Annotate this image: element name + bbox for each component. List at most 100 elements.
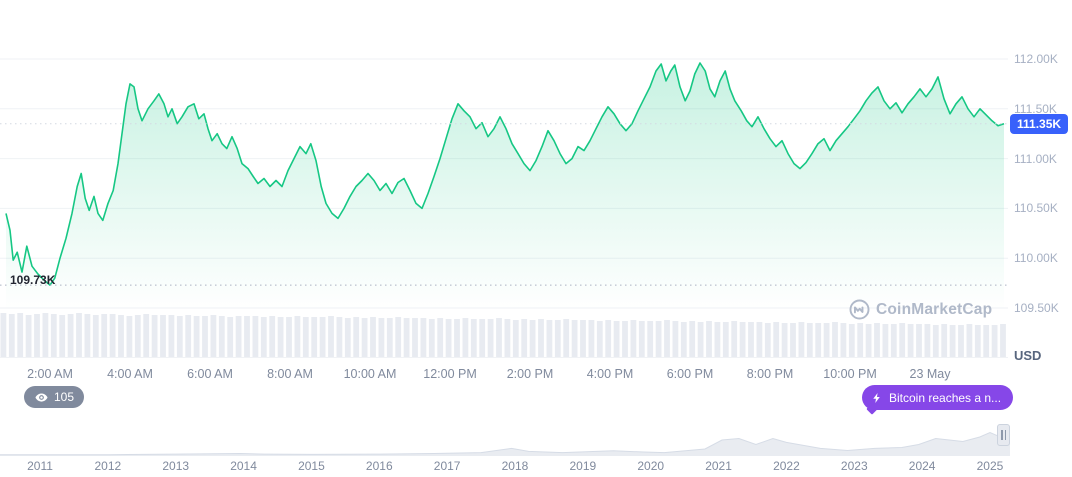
- volume-bar: [302, 317, 309, 357]
- volume-bar: [714, 322, 721, 357]
- volume-bar: [353, 317, 360, 357]
- x-axis-label: 8:00 AM: [267, 367, 313, 381]
- volume-bar: [260, 317, 267, 357]
- volume-bar: [706, 321, 712, 357]
- volume-bar: [328, 316, 334, 357]
- volume-bar: [176, 316, 183, 357]
- x-axis-label: 8:00 PM: [746, 367, 794, 381]
- volume-bar: [462, 318, 469, 357]
- year-label: 2022: [773, 459, 800, 473]
- brush-line: [0, 426, 1010, 456]
- volume-bar: [143, 314, 150, 357]
- year-label: 2012: [94, 459, 122, 473]
- volume-bar: [865, 324, 872, 357]
- volume-bar: [596, 321, 603, 357]
- volume-bar: [0, 313, 7, 357]
- volume-bar: [739, 322, 746, 357]
- watchers-badge[interactable]: 105: [24, 386, 85, 408]
- volume-bar: [487, 319, 494, 357]
- volume-bar: [731, 321, 738, 357]
- volume-bar: [25, 315, 32, 357]
- y-axis-label: 110.50K: [1014, 201, 1058, 216]
- volume-bar: [8, 314, 15, 357]
- year-label: 2023: [840, 459, 868, 473]
- volume-bar: [286, 317, 292, 357]
- year-label: 2014: [230, 459, 257, 473]
- volume-bar: [118, 315, 124, 357]
- volume-bar: [546, 320, 553, 357]
- volume-bar: [638, 321, 645, 357]
- year-label: 2024: [908, 459, 936, 473]
- volume-bar: [92, 315, 99, 357]
- volume-bar: [134, 315, 141, 357]
- brush-drag-handle[interactable]: [997, 424, 1010, 446]
- year-label: 2025: [976, 459, 1004, 473]
- volume-bar: [622, 321, 628, 357]
- volume-bar: [235, 316, 242, 357]
- volume-bar: [50, 314, 57, 357]
- volume-bar: [344, 318, 351, 357]
- x-axis-label: 10:00 PM: [823, 367, 877, 381]
- volume-bar: [496, 318, 502, 357]
- volume-bar: [378, 318, 385, 357]
- volume-bar: [806, 323, 813, 357]
- volume-bar: [815, 323, 822, 357]
- x-axis-label: 10:00 AM: [343, 367, 397, 381]
- volume-bar: [907, 324, 914, 357]
- volume-bar: [958, 325, 964, 357]
- volume-bar: [437, 318, 444, 357]
- volume-bar: [479, 319, 486, 357]
- volume-bar: [882, 324, 889, 357]
- volume-bar: [445, 319, 452, 357]
- volume-bar: [370, 317, 376, 357]
- brush-area: [0, 426, 1010, 456]
- year-label: 2013: [162, 459, 190, 473]
- volume-bar: [244, 316, 250, 357]
- volume-bar: [630, 320, 637, 357]
- volume-bar: [580, 320, 586, 357]
- volume-bar: [76, 313, 82, 357]
- volume-bar: [42, 313, 49, 357]
- volume-bar: [428, 319, 435, 357]
- volume-bar: [832, 322, 838, 357]
- volume-bar: [210, 315, 217, 357]
- volume-bar: [504, 319, 511, 357]
- year-label: 2017: [433, 459, 461, 473]
- volume-bar: [1000, 324, 1006, 357]
- volume-bar: [294, 316, 301, 357]
- news-annotation-badge[interactable]: Bitcoin reaches a n...: [862, 385, 1014, 415]
- volume-bar: [781, 323, 788, 357]
- year-label: 2018: [501, 459, 529, 473]
- year-label: 2011: [27, 459, 53, 473]
- volume-bar: [319, 317, 326, 357]
- volume-bar: [521, 319, 528, 357]
- volume-bar: [554, 320, 561, 357]
- price-chart-canvas[interactable]: [0, 0, 1010, 362]
- volume-bar: [823, 323, 830, 357]
- x-axis-label: 6:00 PM: [666, 367, 714, 381]
- year-label: 2016: [365, 459, 393, 473]
- volume-bar: [311, 317, 318, 357]
- watchers-count: 105: [54, 390, 75, 404]
- x-axis-label: 4:00 PM: [586, 367, 634, 381]
- volume-bar: [269, 316, 276, 357]
- volume-bar: [899, 323, 906, 357]
- volume-bar: [336, 317, 343, 357]
- volume-bar: [798, 322, 805, 357]
- x-axis-label: 2:00 AM: [27, 367, 73, 381]
- volume-bar: [605, 320, 612, 357]
- watermark-label: CoinMarketCap: [876, 300, 993, 318]
- volume-bar: [386, 318, 393, 357]
- volume-bar: [773, 322, 780, 357]
- y-axis-label: 111.00K: [1014, 151, 1057, 166]
- volume-bar: [680, 322, 687, 357]
- volume-bar: [722, 322, 729, 357]
- timeline-brush[interactable]: [0, 417, 1010, 457]
- volume-bar: [932, 325, 939, 357]
- year-label: 2021: [705, 459, 732, 473]
- volume-bar: [983, 325, 990, 357]
- volume-bar: [974, 325, 981, 357]
- volume-bar: [84, 314, 91, 357]
- volume-bar: [361, 318, 368, 357]
